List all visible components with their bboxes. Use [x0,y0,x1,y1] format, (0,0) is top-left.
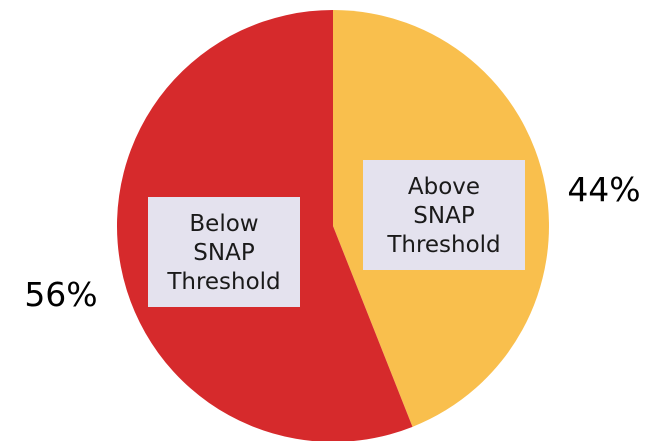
slice-label-box [148,197,300,307]
pie-labels: Above SNAP Threshold 44% Below SNAP Threshold 5… [24,160,641,314]
slice-percent-label: 56% [24,275,97,314]
slice-label-box [363,160,525,270]
slice-label-line: SNAP [193,240,255,266]
slice-label-line: Above [408,174,480,200]
slice-label-line: Threshold [166,269,280,295]
slice-label-line: SNAP [413,203,475,229]
slice-percent-label: 44% [567,170,640,209]
slice-label-line: Threshold [386,232,500,258]
slice-label-line: Below [189,211,258,237]
